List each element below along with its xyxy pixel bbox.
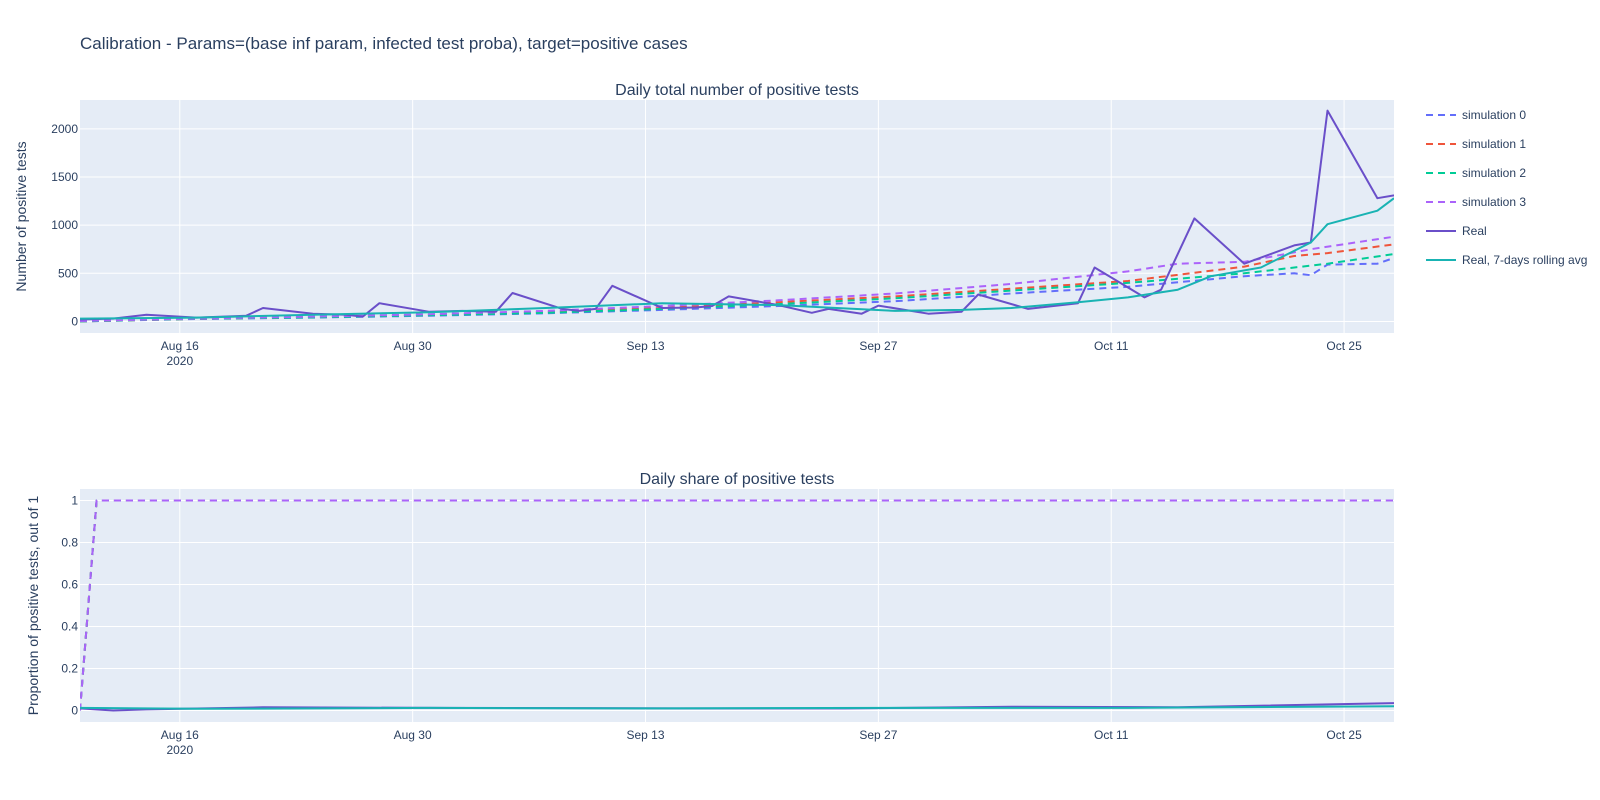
series-group — [80, 109, 1394, 323]
legend-label: simulation 2 — [1462, 166, 1526, 180]
x-tick-label: Sep 13 — [626, 339, 664, 353]
series-group — [80, 499, 1394, 712]
legend-label: Real, 7-days rolling avg — [1462, 253, 1587, 267]
x-tick-label: Aug 30 — [394, 339, 432, 353]
series-line-5 — [80, 705, 1394, 710]
legend-label: simulation 1 — [1462, 137, 1526, 151]
y-tick-label: 0 — [71, 314, 78, 328]
subplot-title: Daily total number of positive tests — [615, 82, 859, 99]
legend-label: simulation 0 — [1462, 108, 1526, 122]
x-tick-label: Oct 25 — [1326, 339, 1362, 353]
plot-area — [80, 489, 1394, 722]
y-tick-label: 0.4 — [61, 619, 78, 633]
y-tick-label: 1 — [71, 494, 78, 508]
subplot-title: Daily share of positive tests — [640, 471, 835, 488]
y-axis-label: Number of positive tests — [13, 141, 29, 291]
y-tick-label: 0.6 — [61, 578, 78, 592]
x-tick-label: Sep 13 — [626, 728, 664, 742]
y-tick-label: 0 — [71, 703, 78, 717]
legend-item[interactable]: Real, 7-days rolling avg — [1426, 253, 1587, 267]
x-tick-label: Oct 25 — [1326, 728, 1362, 742]
series-line-3 — [80, 499, 1394, 711]
series-line-5 — [80, 197, 1394, 320]
legend-item[interactable]: simulation 3 — [1426, 195, 1526, 209]
legend-item[interactable]: simulation 0 — [1426, 108, 1526, 122]
x-tick-label: Sep 27 — [859, 339, 897, 353]
y-tick-label: 2000 — [51, 122, 78, 136]
y-axis-label: Proportion of positive tests, out of 1 — [25, 496, 41, 716]
legend-item[interactable]: Real — [1426, 224, 1487, 238]
legend-item[interactable]: simulation 2 — [1426, 166, 1526, 180]
y-tick-label: 0.8 — [61, 536, 78, 550]
x-tick-year-label: 2020 — [166, 743, 193, 757]
legend: simulation 0 simulation 1 simulation 2 simu… — [1426, 108, 1587, 267]
x-tick-label: Oct 11 — [1094, 728, 1129, 742]
plot-area — [80, 100, 1394, 333]
x-tick-label: Aug 16 — [161, 339, 199, 353]
series-line-3 — [80, 235, 1394, 322]
y-tick-label: 500 — [58, 266, 78, 280]
x-tick-label: Aug 30 — [394, 728, 432, 742]
x-tick-label: Oct 11 — [1094, 339, 1129, 353]
legend-label: simulation 3 — [1462, 195, 1526, 209]
x-tick-year-label: 2020 — [166, 354, 193, 368]
x-tick-label: Sep 27 — [859, 728, 897, 742]
y-tick-label: 1000 — [51, 218, 78, 232]
y-tick-label: 0.2 — [61, 661, 78, 675]
legend-label: Real — [1462, 224, 1487, 238]
figure-title: Calibration - Params=(base inf param, in… — [80, 34, 688, 53]
y-tick-label: 1500 — [51, 170, 78, 184]
legend-item[interactable]: simulation 1 — [1426, 137, 1526, 151]
x-tick-label: Aug 16 — [161, 728, 199, 742]
